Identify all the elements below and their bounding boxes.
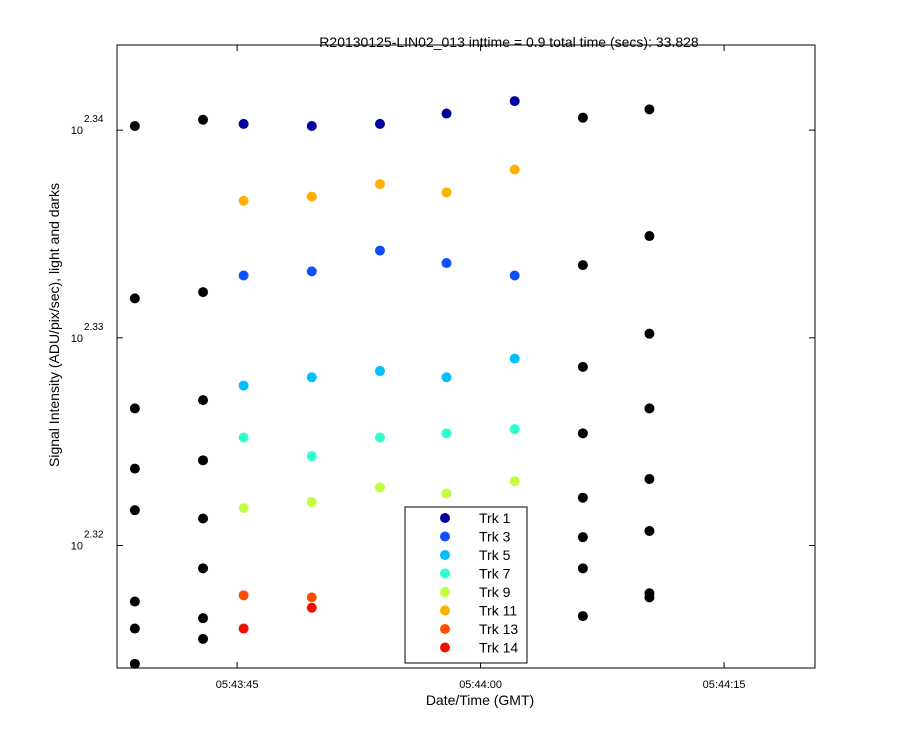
- dark-point: [577, 260, 588, 271]
- trk-point: [374, 432, 385, 443]
- dark-point: [129, 596, 140, 607]
- x-tick-label: 05:44:00: [459, 679, 502, 691]
- dark-point: [644, 592, 655, 603]
- trk-point: [306, 592, 317, 603]
- dark-point: [577, 532, 588, 543]
- trk-point: [238, 380, 249, 391]
- y-tick-label-base: 10: [71, 125, 83, 137]
- dark-point: [644, 403, 655, 414]
- trk-point: [374, 179, 385, 190]
- trk-point: [509, 164, 520, 175]
- trk-point: [441, 258, 452, 269]
- dark-point: [198, 114, 209, 125]
- legend-box: [404, 506, 528, 664]
- dark-point: [129, 463, 140, 474]
- dark-point: [644, 231, 655, 242]
- dark-point: [644, 328, 655, 339]
- legend-entry-label: Trk 3: [479, 529, 511, 545]
- trk-point: [374, 245, 385, 256]
- dark-point: [198, 287, 209, 298]
- legend-entry-label: Trk 7: [479, 566, 511, 582]
- dark-point: [129, 658, 140, 669]
- legend-entry-label: Trk 13: [479, 621, 518, 637]
- axis-ticks: 05:43:45 05:44:00 05:44:15102.34102.33102.…: [71, 45, 815, 691]
- trk-point: [509, 96, 520, 107]
- dark-point: [644, 104, 655, 115]
- legend-entry-label: Trk 1: [479, 510, 511, 526]
- dark-point: [198, 513, 209, 524]
- trk-point: [509, 353, 520, 364]
- dark-point: [577, 361, 588, 372]
- y-axis-label: Signal Intensity (ADU/pix/sec), light an…: [46, 183, 62, 467]
- dark-point: [129, 120, 140, 131]
- trk-point: [238, 590, 249, 601]
- trk-point: [441, 187, 452, 198]
- legend-marker: [440, 568, 450, 579]
- dark-point: [198, 613, 209, 624]
- legend-marker: [440, 587, 450, 597]
- trk-point: [238, 195, 249, 206]
- y-tick-label-base: 10: [71, 333, 83, 345]
- dark-point: [577, 428, 588, 439]
- trk-point: [441, 428, 452, 439]
- trk-point: [306, 266, 317, 277]
- y-tick-label-exponent: 2.32: [84, 529, 104, 540]
- trk-point: [306, 120, 317, 131]
- plot-frame: [116, 44, 816, 669]
- legend-marker: [440, 642, 450, 653]
- trk-point: [441, 372, 452, 383]
- dark-point: [129, 623, 140, 634]
- y-tick-label-exponent: 2.33: [84, 322, 104, 333]
- x-axis-label: Date/Time (GMT): [426, 692, 534, 708]
- trk-point: [238, 503, 249, 514]
- trk-point: [441, 108, 452, 119]
- dark-point: [644, 525, 655, 536]
- legend-marker: [440, 605, 450, 616]
- legend: Trk 1 Trk 3 Trk 5 Trk 7 Trk 9 Trk 11 Trk 13 Trk…: [404, 506, 528, 664]
- legend-marker: [440, 624, 450, 634]
- dark-point: [129, 403, 140, 414]
- legend-entry-label: Trk 11: [479, 603, 517, 619]
- legend-marker: [440, 513, 450, 523]
- dark-point: [198, 455, 209, 466]
- y-tick-label-base: 10: [71, 540, 83, 552]
- dark-point: [577, 611, 588, 622]
- trk-point: [238, 623, 249, 634]
- trk-point: [306, 496, 317, 507]
- trk-point: [306, 602, 317, 613]
- plot-points: [129, 96, 655, 669]
- trk-point: [238, 118, 249, 129]
- trk-point: [441, 488, 452, 499]
- trk-point: [238, 432, 249, 443]
- y-tick-label-exponent: 2.34: [84, 114, 104, 125]
- dark-point: [129, 293, 140, 304]
- chart-title: R20130125-LIN02_013 inttime = 0.9 total …: [319, 34, 699, 50]
- trk-point: [238, 270, 249, 281]
- trk-point: [374, 366, 385, 377]
- legend-entry-label: Trk 14: [479, 640, 518, 656]
- dark-point: [129, 505, 140, 516]
- dark-point: [198, 563, 209, 574]
- trk-point: [306, 451, 317, 462]
- trk-point: [509, 476, 520, 487]
- dark-point: [198, 395, 209, 406]
- trk-point: [509, 424, 520, 435]
- trk-point: [306, 191, 317, 202]
- trk-point: [509, 270, 520, 281]
- dark-point: [577, 112, 588, 123]
- legend-marker: [440, 531, 450, 542]
- x-tick-label: 05:44:15: [703, 679, 746, 691]
- dark-point: [577, 563, 588, 574]
- legend-marker: [440, 550, 450, 560]
- x-tick-label: 05:43:45: [216, 679, 259, 691]
- dark-point: [577, 492, 588, 503]
- legend-entry-label: Trk 9: [479, 584, 511, 600]
- dark-point: [198, 633, 209, 644]
- legend-entry-label: Trk 5: [479, 547, 511, 563]
- trk-point: [306, 372, 317, 383]
- trk-point: [374, 118, 385, 129]
- dark-point: [644, 474, 655, 485]
- trk-point: [374, 482, 385, 493]
